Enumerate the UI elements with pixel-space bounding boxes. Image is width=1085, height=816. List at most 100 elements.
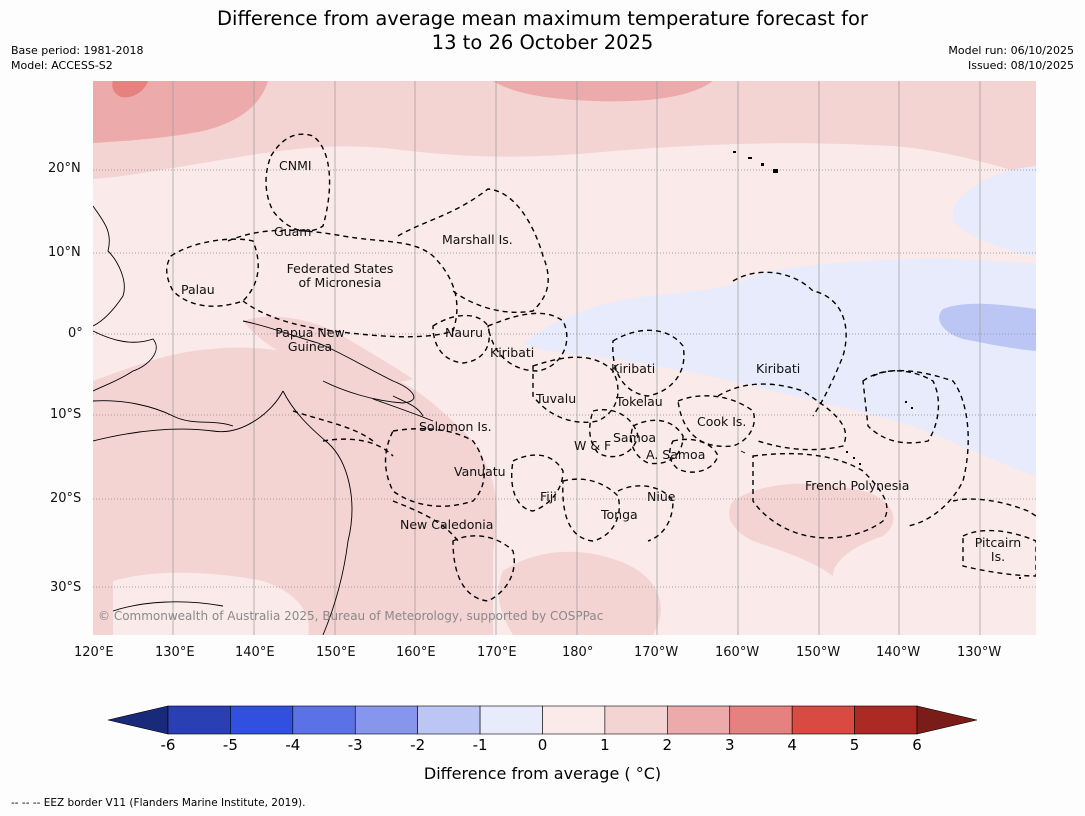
colorbar-bins — [107, 705, 978, 735]
colorbar-bin — [604, 705, 668, 735]
meta-left: Base period: 1981-2018 Model: ACCESS-S2 — [11, 43, 143, 73]
lon-label-170e: 170°E — [477, 645, 517, 660]
lon-label-140w: 140°W — [876, 645, 921, 660]
lon-label-140e: 140°E — [235, 645, 275, 660]
anomaly-zone-2-3-north — [93, 81, 268, 143]
meta-right: Model run: 06/10/2025 Issued: 08/10/2025 — [948, 43, 1074, 73]
label-tuvalu: Tuvalu — [536, 391, 577, 406]
colorbar-tick-label: -4 — [285, 736, 301, 754]
chart-title: Difference from average mean maximum tem… — [0, 7, 1085, 55]
colorbar-bin — [479, 705, 543, 735]
lon-label-150w: 150°W — [796, 645, 841, 660]
model-run: Model run: 06/10/2025 — [948, 44, 1074, 57]
lon-label-150e: 150°E — [316, 645, 356, 660]
island-dots — [733, 151, 1021, 579]
model-name: Model: ACCESS-S2 — [11, 59, 113, 72]
lat-label-0: 0° — [68, 326, 83, 341]
eez-borders — [166, 133, 1036, 602]
label-cnmi: CNMI — [279, 158, 312, 173]
base-period: Base period: 1981-2018 — [11, 44, 144, 57]
label-new-caledonia: New Caledonia — [400, 517, 494, 532]
label-nauru: Nauru — [445, 325, 483, 340]
title-line-1: Difference from average mean maximum tem… — [217, 7, 868, 30]
colorbar-label: Difference from average ( °C) — [423, 764, 662, 783]
colorbar — [107, 705, 978, 735]
issued-date: Issued: 08/10/2025 — [967, 59, 1074, 72]
colorbar-tick-label: -3 — [347, 736, 363, 754]
label-fsm-line-1: Federated States — [286, 261, 394, 276]
colorbar-tick-label: -2 — [410, 736, 426, 754]
colorbar-bin — [230, 705, 294, 735]
colorbar-bin — [854, 705, 918, 735]
label-french-polynesia: French Polynesia — [805, 478, 910, 493]
title-line-2: 13 to 26 October 2025 — [431, 31, 654, 54]
colorbar-tick-label: -5 — [222, 736, 238, 754]
colorbar-bin — [354, 705, 418, 735]
label-cook-is: Cook Is. — [697, 414, 747, 429]
colorbar-tick-label: 1 — [600, 736, 610, 754]
map-canvas — [93, 81, 1036, 635]
label-kiribati-central: Kiribati — [611, 361, 656, 376]
lat-label-20s: 20°S — [50, 491, 82, 506]
label-palau: Palau — [181, 282, 215, 297]
label-pitcairn-line-1: Pitcairn — [974, 535, 1022, 550]
label-w-and-f: W & F — [574, 438, 612, 453]
colorbar-over-triangle — [916, 705, 978, 735]
label-fsm: Federated States of Micronesia — [285, 262, 395, 290]
label-marshall-is: Marshall Is. — [442, 232, 513, 247]
colorbar-tick-label: 0 — [537, 736, 548, 754]
latitude-lines — [93, 169, 1036, 588]
colorbar-under-triangle — [107, 705, 169, 735]
colorbar-bin — [791, 705, 855, 735]
colorbar-tick-label: 4 — [787, 736, 797, 754]
label-tokelau: Tokelau — [616, 394, 663, 409]
colorbar-tick-label: 3 — [724, 736, 735, 754]
label-png-line-2: Guinea — [287, 339, 333, 354]
anomaly-zone-1-2-south — [498, 551, 661, 635]
coastlines — [93, 205, 746, 635]
label-niue: Niue — [647, 489, 676, 504]
label-png: Papua New Guinea — [275, 326, 345, 354]
label-samoa: Samoa — [613, 430, 657, 445]
graticule — [172, 81, 981, 635]
label-pitcairn: Pitcairn Is. — [973, 536, 1023, 564]
label-guam: Guam — [274, 224, 312, 239]
anomaly-zone-neg-ne — [953, 166, 1036, 256]
lon-label-180: 180° — [562, 645, 594, 660]
label-american-samoa: A. Samoa — [646, 447, 706, 462]
colorbar-bin — [167, 705, 231, 735]
lon-label-160w: 160°W — [715, 645, 760, 660]
label-kiribati-east: Kiribati — [756, 361, 801, 376]
label-tonga: Tonga — [601, 507, 638, 522]
lon-label-170w: 170°W — [634, 645, 679, 660]
colorbar-tick-label: -1 — [472, 736, 488, 754]
anomaly-zone-1-2-north — [93, 81, 1036, 179]
colorbar-bin — [667, 705, 731, 735]
colorbar-bin — [417, 705, 481, 735]
forecast-map: CNMI Guam Marshall Is. Federated States … — [93, 81, 1036, 635]
lon-label-160e: 160°E — [396, 645, 436, 660]
label-png-line-1: Papua New — [275, 325, 345, 340]
colorbar-tick-label: 2 — [662, 736, 673, 754]
colorbar-bin — [729, 705, 793, 735]
colorbar-bin — [292, 705, 356, 735]
colorbar-tick-label: -6 — [160, 736, 176, 754]
label-fiji: Fiji — [540, 489, 557, 504]
label-pitcairn-line-2: Is. — [990, 549, 1006, 564]
lon-label-130e: 130°E — [155, 645, 195, 660]
lat-label-20n: 20°N — [48, 161, 81, 176]
lat-label-10s: 10°S — [50, 407, 82, 422]
label-solomon-is: Solomon Is. — [419, 419, 492, 434]
anomaly-zone-1-2-west — [93, 347, 497, 635]
lat-label-10n: 10°N — [48, 245, 81, 260]
colorbar-tick-label: 6 — [912, 736, 922, 754]
label-fsm-line-2: of Micronesia — [298, 275, 382, 290]
anomaly-zone-neg-strong — [939, 303, 1036, 351]
lon-label-120e: 120°E — [74, 645, 114, 660]
colorbar-tick-label: 5 — [849, 736, 860, 754]
footer-note: -- -- -- EEZ border V11 (Flanders Marine… — [11, 797, 306, 809]
label-vanuatu: Vanuatu — [454, 464, 506, 479]
lat-label-30s: 30°S — [50, 580, 82, 595]
lon-label-130w: 130°W — [957, 645, 1002, 660]
anomaly-zone-3-4 — [112, 81, 148, 98]
